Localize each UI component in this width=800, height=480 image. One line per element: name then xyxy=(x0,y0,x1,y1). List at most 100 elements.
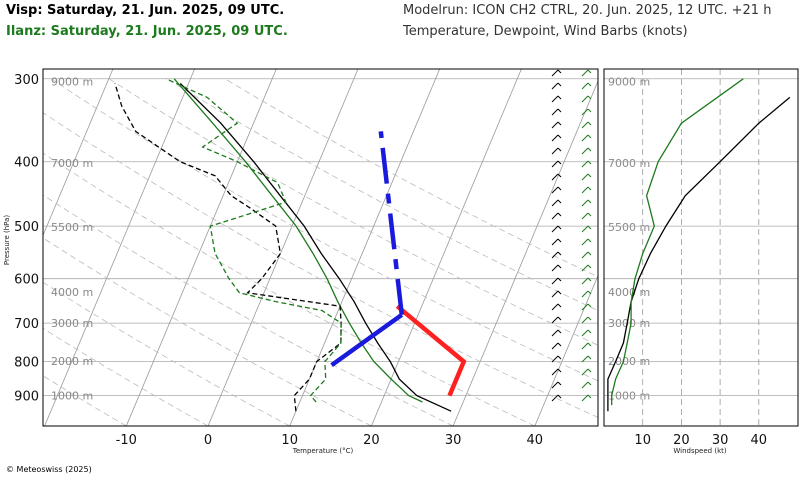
wind-barb-icon xyxy=(551,225,559,233)
wind-series xyxy=(607,78,791,412)
wind-barb-icon xyxy=(587,238,592,243)
sounding-series xyxy=(114,78,467,412)
wind-barb-icon xyxy=(551,160,559,168)
wind-barb-icon xyxy=(581,212,589,220)
wind-barb-icon xyxy=(581,134,589,142)
wind-barb-icon xyxy=(551,251,559,259)
wind-barb-icon xyxy=(557,95,562,100)
variables-info: Temperature, Dewpoint, Wind Barbs (knots… xyxy=(403,24,688,39)
temperature-tick-label: 10 xyxy=(281,433,298,448)
wind-barb-icon xyxy=(587,134,592,139)
wind-barb-icon xyxy=(587,355,592,360)
wind-barb-icon xyxy=(581,251,589,259)
altitude-label: 1000 m xyxy=(51,390,93,403)
altitude-label: 9000 m xyxy=(51,76,93,89)
wind-barb-icon xyxy=(557,173,562,178)
dry-adiabat xyxy=(166,78,598,312)
wind-barb-icon xyxy=(587,212,592,217)
wind-barb-icon xyxy=(581,173,589,181)
wind-barb-icon xyxy=(581,95,589,103)
wind-barb-icon xyxy=(551,173,559,181)
isotherm-line xyxy=(43,69,114,237)
isotherm-line xyxy=(698,69,800,426)
wind-barb-icon xyxy=(581,121,589,129)
wind-barb-icon xyxy=(551,134,559,142)
isotherm-line xyxy=(452,80,598,426)
wind-barb-icon xyxy=(551,394,559,402)
isotherm-line xyxy=(289,69,441,426)
series-visp-dewpoint xyxy=(114,83,342,412)
pressure-tick-label: 500 xyxy=(14,220,39,235)
windspeed-tick-label: 40 xyxy=(751,433,768,448)
altitude-label: 7000 m xyxy=(51,157,93,170)
wind-barb-icon xyxy=(557,134,562,139)
title-visp: Visp: Saturday, 21. Jun. 2025, 09 UTC. xyxy=(6,3,285,18)
wind-barb-icon xyxy=(581,82,589,90)
windspeed-tick-label: 10 xyxy=(634,433,651,448)
wind-barb-icon xyxy=(587,199,592,204)
skew-grid xyxy=(43,69,800,426)
wind-barb-icon xyxy=(551,212,559,220)
wind-barb-icon xyxy=(581,303,589,311)
temperature-tick-label: 40 xyxy=(527,433,544,448)
series-visp-windspeed xyxy=(607,96,791,412)
wind-barb-icon xyxy=(587,342,592,347)
wind-barb-icon xyxy=(587,160,592,165)
wind-barb-icon xyxy=(551,316,559,324)
temperature-tick-label: 30 xyxy=(445,433,462,448)
wind-barb-icon xyxy=(557,251,562,256)
wind-barb-icon xyxy=(551,290,559,298)
altitude-label-wind: 5500 m xyxy=(608,221,650,234)
wind-barb-icon xyxy=(587,316,592,321)
wind-barb-icon xyxy=(581,186,589,194)
wind-barb-icon xyxy=(587,251,592,256)
wind-barb-icon xyxy=(557,290,562,295)
wind-barb-icon xyxy=(551,355,559,363)
wind-barb-icon xyxy=(557,303,562,308)
wind-barb-icon xyxy=(581,160,589,168)
wind-barb-icon xyxy=(557,82,562,87)
wind-grid xyxy=(604,69,798,426)
altitude-label: 5500 m xyxy=(51,221,93,234)
wind-barb-icon xyxy=(551,108,559,116)
wind-barb-icon xyxy=(587,121,592,126)
wind-barb-icon xyxy=(587,264,592,269)
wind-barb-icon xyxy=(551,199,559,207)
wind-barb-icon xyxy=(581,342,589,350)
wind-barb-icon xyxy=(581,69,589,77)
wind-barb-icon xyxy=(551,368,559,376)
wind-barb-icon xyxy=(587,303,592,308)
wind-barb-icon xyxy=(551,95,559,103)
main-frame xyxy=(42,68,599,427)
wind-barb-icon xyxy=(557,394,562,399)
wind-barb-icon xyxy=(581,264,589,272)
wind-barb-icon xyxy=(557,238,562,243)
isotherm-line xyxy=(44,69,195,426)
wind-barb-icon xyxy=(551,69,559,77)
wind-barb-icon xyxy=(581,394,589,402)
series-ilanz-dewpoint xyxy=(165,78,342,403)
altitude-label-wind: 3000 m xyxy=(608,317,650,330)
pressure-tick-label: 700 xyxy=(14,317,39,332)
wind-barb-icon xyxy=(587,108,592,113)
wind-barb-icon xyxy=(581,277,589,285)
temperature-tick-label: 20 xyxy=(363,433,380,448)
altitude-label-wind: 1000 m xyxy=(608,390,650,403)
altitude-label: 4000 m xyxy=(51,286,93,299)
copyright: © Meteoswiss (2025) xyxy=(6,465,92,474)
pressure-tick-label: 600 xyxy=(14,273,39,288)
windspeed-tick-label: 20 xyxy=(673,433,690,448)
wind-barb-icon xyxy=(581,108,589,116)
wind-barb-icon xyxy=(587,277,592,282)
wind-barb-icon xyxy=(551,147,559,155)
title-ilanz: Ilanz: Saturday, 21. Jun. 2025, 09 UTC. xyxy=(6,24,288,39)
dry-adiabat xyxy=(43,281,290,426)
wind-barb-icon xyxy=(557,355,562,360)
wind-barb-icon xyxy=(587,381,592,386)
pressure-tick-label: 800 xyxy=(14,356,39,371)
wind-barb-icon xyxy=(581,238,589,246)
wind-barb-icon xyxy=(551,186,559,194)
series-lapse-rate-upper xyxy=(378,131,405,316)
wind-barb-icon xyxy=(581,147,589,155)
